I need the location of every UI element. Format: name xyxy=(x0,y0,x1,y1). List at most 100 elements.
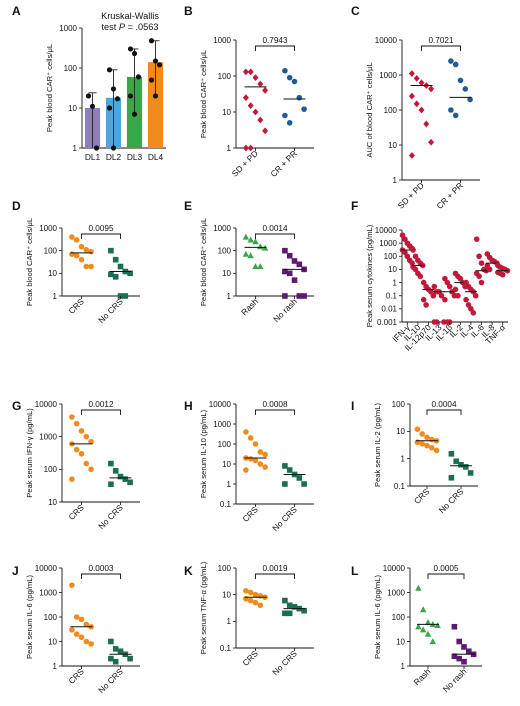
x-tick-label: CRS xyxy=(66,666,86,686)
y-tick-label: 1 xyxy=(227,144,232,153)
data-point xyxy=(286,610,293,617)
data-point xyxy=(78,256,85,263)
x-tick-label: No rash xyxy=(271,296,299,324)
panel-label: C xyxy=(351,4,360,18)
data-point xyxy=(467,470,474,476)
panel-label: B xyxy=(184,4,193,18)
data-point xyxy=(122,293,129,299)
y-tick-label: 1000 xyxy=(59,24,77,33)
data-point xyxy=(408,152,415,159)
data-point xyxy=(262,127,269,135)
data-point xyxy=(83,246,90,253)
data-point xyxy=(414,439,421,446)
data-point xyxy=(296,94,303,101)
data-point xyxy=(257,461,264,467)
data-point xyxy=(423,302,429,308)
data-point xyxy=(135,74,142,80)
y-tick-label: 1 xyxy=(53,662,58,671)
data-point xyxy=(442,296,448,303)
data-point xyxy=(418,79,425,87)
data-point xyxy=(296,261,303,268)
significance-bracket xyxy=(255,573,295,579)
panel-d: D 1 10 100 1000 Peak blood CAR⁺ cells/μL CRS No… xyxy=(12,199,140,325)
y-axis-label: Peak serum IFN-γ (pg/mL) xyxy=(25,408,34,498)
y-axis-label: Peak blood CAR⁺ cells/μL xyxy=(199,218,208,306)
data-point xyxy=(69,251,75,257)
data-point xyxy=(424,442,430,449)
significance-bracket xyxy=(81,233,121,239)
data-point xyxy=(78,616,85,623)
data-point xyxy=(252,263,259,270)
y-tick-label: 0.1 xyxy=(220,644,232,653)
x-tick-label: CRS xyxy=(412,486,432,506)
data-point xyxy=(470,310,477,316)
y-axis-label: Peak blood CAR⁺ cells/μL xyxy=(45,44,54,132)
data-point xyxy=(247,456,254,462)
data-point xyxy=(462,86,469,92)
data-point xyxy=(257,593,264,599)
data-point xyxy=(461,644,467,650)
x-tick-label: CRS xyxy=(240,648,260,668)
y-tick-label: 10 xyxy=(48,269,57,278)
data-point xyxy=(73,631,80,637)
y-tick-label: 1000 xyxy=(379,239,397,248)
data-point xyxy=(247,435,254,441)
y-axis-label: Peak serum IL-6 (pg/mL) xyxy=(373,575,382,659)
data-point xyxy=(127,270,133,277)
data-point xyxy=(286,120,293,126)
y-tick-label: 10 xyxy=(48,498,57,507)
x-tick-label: DL4 xyxy=(148,152,164,162)
panel-label: K xyxy=(184,564,193,578)
data-point xyxy=(282,67,288,74)
data-point xyxy=(296,475,303,481)
data-point xyxy=(282,463,288,469)
y-tick-label: 1 xyxy=(393,176,398,185)
data-point xyxy=(88,438,94,445)
data-point xyxy=(112,468,119,474)
data-point xyxy=(291,78,298,85)
data-point xyxy=(420,606,427,613)
data-point xyxy=(93,145,100,151)
data-point xyxy=(415,623,422,630)
data-point xyxy=(291,277,298,283)
data-point xyxy=(478,279,485,286)
p-value-label: 0.7943 xyxy=(262,36,287,45)
p-value-label: 0.0012 xyxy=(88,400,113,409)
y-tick-label: 1000 xyxy=(39,432,57,441)
data-point xyxy=(127,479,133,486)
y-axis-label: Peak blood CAR⁺ cells/μL xyxy=(199,50,208,138)
data-point xyxy=(257,80,264,88)
y-tick-label: 1 xyxy=(401,662,406,671)
x-tick-label: No rash xyxy=(441,666,469,694)
data-point xyxy=(148,77,155,83)
data-point xyxy=(424,630,432,637)
data-point xyxy=(456,655,462,662)
y-tick-label: 10000 xyxy=(209,400,232,409)
x-tick-label: Rash xyxy=(239,296,260,317)
data-point xyxy=(413,74,420,82)
x-tick-label: DL1 xyxy=(85,152,101,162)
data-point xyxy=(114,96,121,102)
data-point xyxy=(301,106,307,112)
data-point xyxy=(296,293,303,299)
data-point xyxy=(152,93,159,99)
data-point xyxy=(452,61,459,68)
x-tick-label: No CRS xyxy=(96,502,125,531)
data-point xyxy=(83,460,90,467)
data-point xyxy=(282,268,288,275)
p-value-label: 0.0095 xyxy=(88,224,113,233)
panel-label: A xyxy=(12,4,21,18)
data-point xyxy=(257,263,264,270)
data-point xyxy=(408,70,415,77)
data-point xyxy=(434,622,441,629)
data-point xyxy=(257,449,264,455)
y-tick-label: 1 xyxy=(227,292,232,301)
data-point xyxy=(452,112,459,119)
data-point xyxy=(242,68,249,76)
y-tick-label: 1000 xyxy=(379,71,397,80)
data-point xyxy=(242,233,250,240)
data-point xyxy=(247,597,254,604)
data-point xyxy=(117,648,124,655)
